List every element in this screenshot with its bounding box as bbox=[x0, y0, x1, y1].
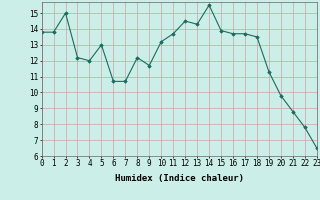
X-axis label: Humidex (Indice chaleur): Humidex (Indice chaleur) bbox=[115, 174, 244, 183]
